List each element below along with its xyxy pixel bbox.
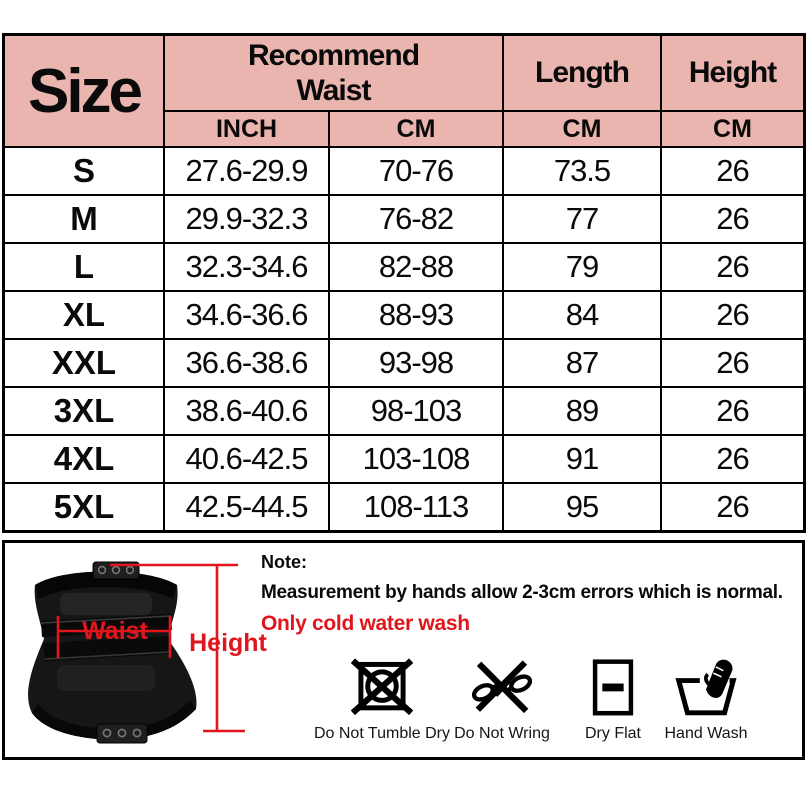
note-title: Note: (261, 552, 307, 572)
size-cell: L (5, 244, 163, 290)
care-hand-wash: Hand Wash (655, 657, 757, 743)
waist-cm-cell: 88-93 (330, 292, 502, 338)
waist-measure-label: Waist (82, 617, 148, 645)
care-label: Do Not Wring (454, 725, 550, 742)
height-cm-cell: 26 (662, 388, 803, 434)
waist-inch-cell: 42.5-44.5 (165, 484, 328, 530)
do-not-tumble-dry-icon (351, 658, 413, 716)
note-measurement-text: Measurement by hands allow 2-3cm errors … (261, 582, 783, 603)
note-block: Note: Measurement by hands allow 2-3cm e… (261, 552, 807, 636)
size-cell: M (5, 196, 163, 242)
height-cm-cell: 26 (662, 196, 803, 242)
length-cm-cell: 84 (504, 292, 660, 338)
care-label: Dry Flat (585, 725, 641, 742)
height-cm-cell: 26 (662, 436, 803, 482)
waist-cm-cell: 93-98 (330, 340, 502, 386)
height-cm-cell: 26 (662, 244, 803, 290)
size-cell: 4XL (5, 436, 163, 482)
measurement-annotations (56, 563, 245, 733)
waist-inch-cell: 29.9-32.3 (165, 196, 328, 242)
waist-cm-cell: 70-76 (330, 148, 502, 194)
subheader-waist-cm: CM (330, 112, 502, 146)
length-cm-cell: 87 (504, 340, 660, 386)
header-length: Length (504, 36, 660, 110)
subheader-length-cm: CM (504, 112, 660, 146)
waist-cm-cell: 108-113 (330, 484, 502, 530)
waist-inch-cell: 32.3-34.6 (165, 244, 328, 290)
waist-inch-cell: 36.6-38.6 (165, 340, 328, 386)
size-cell: XL (5, 292, 163, 338)
length-cm-cell: 79 (504, 244, 660, 290)
info-box: Waist Height Note: Measurement by hands … (2, 540, 805, 760)
waist-inch-cell: 38.6-40.6 (165, 388, 328, 434)
size-cell: 3XL (5, 388, 163, 434)
header-recommend-waist-line1: Recommend (247, 39, 420, 72)
note-wash-warning: Only cold water wash (261, 612, 470, 635)
length-cm-cell: 73.5 (504, 148, 660, 194)
length-cm-cell: 95 (504, 484, 660, 530)
subheader-inch: INCH (165, 112, 328, 146)
subheader-height-cm: CM (662, 112, 803, 146)
waist-inch-cell: 40.6-42.5 (165, 436, 328, 482)
waist-trainer-diagram: Waist Height (28, 561, 268, 744)
care-do-not-tumble-dry: Do Not Tumble Dry (308, 657, 456, 743)
length-cm-cell: 77 (504, 196, 660, 242)
height-cm-cell: 26 (662, 292, 803, 338)
size-table: Size Recommend Waist Length Height INCH … (2, 33, 806, 533)
waist-cm-cell: 76-82 (330, 196, 502, 242)
care-label: Do Not Tumble Dry (313, 725, 451, 742)
waist-cm-cell: 98-103 (330, 388, 502, 434)
header-size: Size (5, 36, 163, 146)
waist-inch-cell: 27.6-29.9 (165, 148, 328, 194)
do-not-wring-icon (471, 660, 533, 714)
height-measure-label: Height (189, 629, 267, 657)
length-cm-cell: 89 (504, 388, 660, 434)
waist-cm-cell: 103-108 (330, 436, 502, 482)
hand-wash-icon (675, 659, 737, 716)
waist-inch-cell: 34.6-36.6 (165, 292, 328, 338)
waist-cm-cell: 82-88 (330, 244, 502, 290)
length-cm-cell: 91 (504, 436, 660, 482)
header-recommend-waist-line2: Waist (296, 74, 372, 107)
header-height: Height (662, 36, 803, 110)
header-recommend-waist: Recommend Waist (165, 36, 502, 110)
height-cm-cell: 26 (662, 484, 803, 530)
size-cell: XXL (5, 340, 163, 386)
size-cell: S (5, 148, 163, 194)
dry-flat-icon (592, 659, 634, 716)
care-label: Hand Wash (664, 725, 748, 742)
size-cell: 5XL (5, 484, 163, 530)
care-dry-flat: Dry Flat (571, 657, 655, 743)
height-cm-cell: 26 (662, 340, 803, 386)
height-cm-cell: 26 (662, 148, 803, 194)
care-do-not-wring: Do Not Wring (435, 657, 569, 743)
